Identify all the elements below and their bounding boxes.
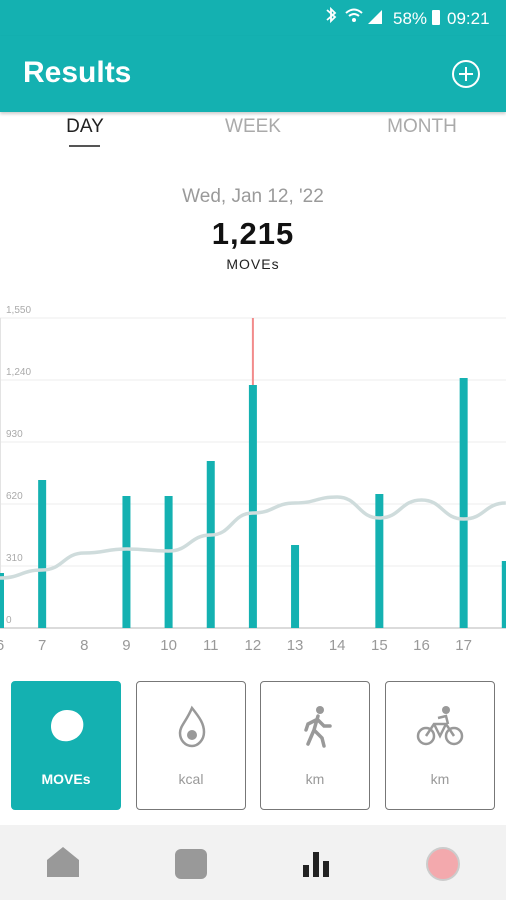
nav-icons xyxy=(47,847,460,881)
bar xyxy=(206,461,215,628)
x-tick-label: 16 xyxy=(413,637,430,654)
metric-card[interactable]: km xyxy=(260,681,370,810)
x-tick-label: 7 xyxy=(38,637,46,654)
nav-device[interactable] xyxy=(175,849,207,879)
bar xyxy=(375,494,384,628)
y-tick-label: 930 xyxy=(6,429,23,440)
tab[interactable]: DAY xyxy=(66,116,104,137)
average-line xyxy=(0,495,506,580)
tabs: DAY WEEK MONTH xyxy=(0,112,506,152)
chart[interactable]: 0 310 620 930 1,240 1,550 6 7 8 9 10 11 12 13 14 15 16 17 xyxy=(0,300,506,660)
x-tick-label: 11 xyxy=(203,637,219,654)
y-tick-label: 1,550 xyxy=(6,305,31,316)
bike-icon xyxy=(416,706,464,746)
metric-label: km xyxy=(430,771,450,787)
nav-record[interactable] xyxy=(426,847,460,881)
battery-text: 58% xyxy=(393,9,427,28)
summary-date: Wed, Jan 12, '22 xyxy=(182,186,324,207)
y-tick-label: 1,240 xyxy=(6,367,31,378)
bar xyxy=(164,496,173,628)
bottom-nav xyxy=(0,825,506,900)
x-tick-label: 10 xyxy=(160,637,177,654)
metric-label: MOVEs xyxy=(41,771,91,787)
add-button[interactable] xyxy=(450,58,482,90)
summary: Wed, Jan 12, '22 1,215 MOVEs xyxy=(0,186,506,272)
kcal-icon xyxy=(178,705,206,748)
x-tick-label: 9 xyxy=(122,637,130,654)
bar xyxy=(459,378,468,628)
x-tick-label: 15 xyxy=(371,637,388,654)
x-tick-label: 14 xyxy=(329,637,346,654)
bar xyxy=(291,545,300,628)
metric-card[interactable]: MOVEs xyxy=(11,681,121,810)
moves-icon xyxy=(51,710,84,742)
bar xyxy=(248,385,257,628)
x-tick-label: 12 xyxy=(245,637,262,654)
tab[interactable]: WEEK xyxy=(225,116,281,137)
bar xyxy=(0,573,4,628)
tab[interactable]: MONTH xyxy=(387,116,457,137)
summary-unit: MOVEs xyxy=(226,256,280,272)
status-icons: 58% 09:21 xyxy=(326,6,490,28)
app-bar: Results xyxy=(0,36,506,112)
nav-home[interactable] xyxy=(47,847,79,877)
y-tick-label: 0 xyxy=(6,615,12,626)
bar xyxy=(38,480,47,628)
bar xyxy=(122,496,131,628)
summary-value: 1,215 xyxy=(211,216,295,251)
bar xyxy=(501,561,506,628)
metric-label: kcal xyxy=(178,771,204,787)
tab-indicator xyxy=(69,145,100,147)
x-tick-label: 6 xyxy=(0,637,4,654)
walk-icon xyxy=(304,706,332,748)
x-tick-label: 17 xyxy=(455,637,472,654)
nav-results[interactable] xyxy=(303,852,329,877)
y-tick-label: 620 xyxy=(6,491,23,502)
metric-card[interactable]: kcal xyxy=(136,681,246,810)
metric-card[interactable]: km xyxy=(385,681,495,810)
y-tick-label: 310 xyxy=(6,553,23,564)
metric-label: km xyxy=(305,771,325,787)
x-tick-label: 13 xyxy=(287,637,304,654)
page-title: Results xyxy=(23,56,132,89)
clock: 09:21 xyxy=(447,9,490,28)
status-bar: 58% 09:21 xyxy=(0,0,506,36)
x-tick-label: 8 xyxy=(80,637,88,654)
